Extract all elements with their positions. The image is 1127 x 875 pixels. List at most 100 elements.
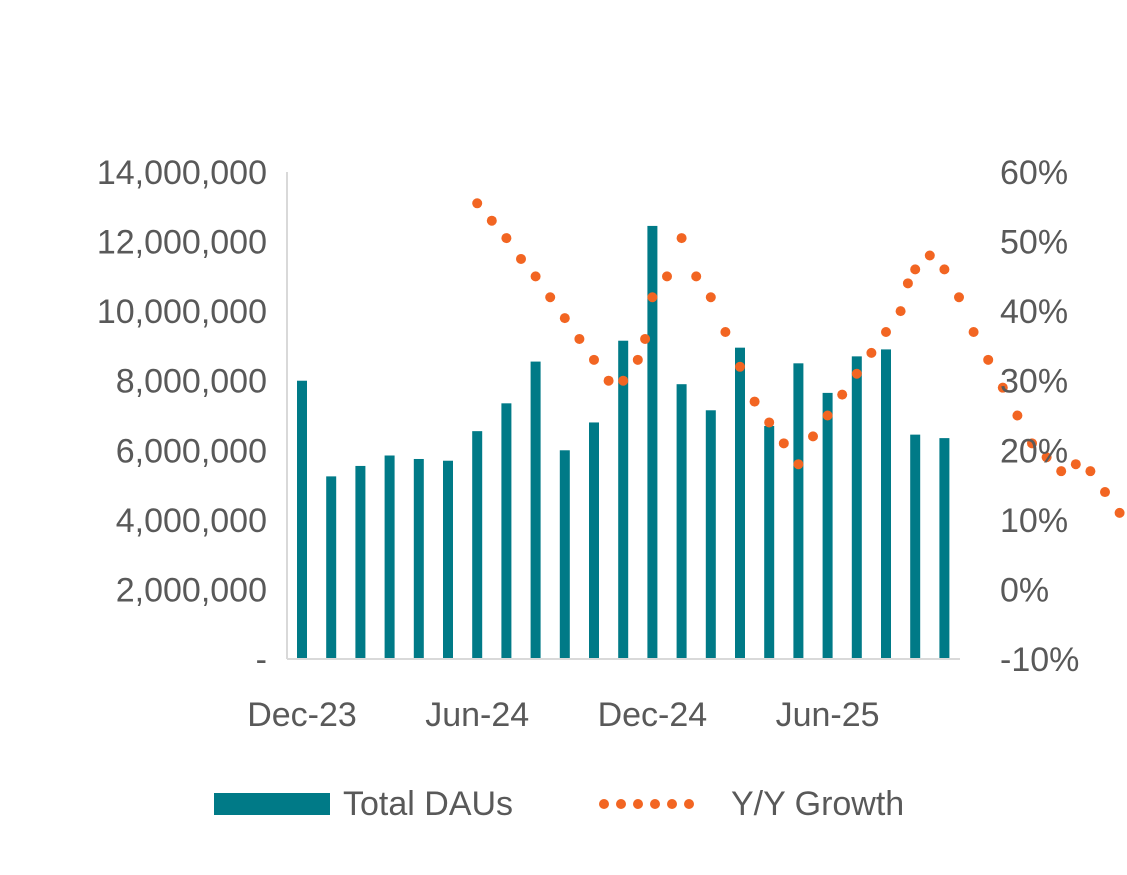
growth-point bbox=[530, 271, 541, 282]
bar-May-24 bbox=[443, 460, 453, 659]
bar-series bbox=[297, 225, 950, 660]
bar-Aug-24 bbox=[530, 361, 541, 659]
growth-point bbox=[632, 354, 643, 365]
growth-point bbox=[486, 215, 497, 226]
y-left-tick-label: 2,000,000 bbox=[116, 571, 267, 609]
growth-point bbox=[662, 271, 672, 282]
growth-series bbox=[472, 198, 1125, 518]
bar-Apr-25 bbox=[764, 425, 775, 659]
bar-Sep-25 bbox=[910, 434, 921, 659]
y-right-ticks: -10% 0% 10% 20% 30% 40% 50% 60% bbox=[1000, 154, 1079, 679]
y-left-tick-label: 12,000,000 bbox=[97, 224, 267, 262]
bar-Nov-24 bbox=[618, 340, 629, 659]
growth-point bbox=[1012, 410, 1023, 421]
bar-Aug-25 bbox=[881, 349, 891, 659]
bar-Feb-25 bbox=[705, 410, 716, 659]
bar-Dec-23 bbox=[297, 380, 307, 659]
growth-point bbox=[968, 327, 979, 338]
x-tick-label: Dec-23 bbox=[247, 696, 357, 734]
growth-point bbox=[676, 233, 687, 244]
bar-Oct-24 bbox=[589, 422, 599, 659]
legend-label-total-daus: Total DAUs bbox=[343, 785, 513, 823]
y-right-tick-label: -10% bbox=[1000, 641, 1079, 679]
growth-point bbox=[705, 292, 716, 303]
growth-point bbox=[866, 347, 877, 358]
bar-Jul-24 bbox=[501, 403, 512, 659]
bar-Feb-24 bbox=[355, 465, 366, 659]
growth-point bbox=[997, 382, 1008, 393]
x-ticks: Dec-23 Jun-24 Dec-24 Jun-25 bbox=[247, 696, 879, 734]
growth-point bbox=[1041, 452, 1052, 463]
growth-point bbox=[618, 375, 629, 386]
y-left-tick-label: 10,000,000 bbox=[97, 293, 267, 331]
bar-Oct-25 bbox=[939, 438, 950, 659]
growth-point bbox=[691, 271, 702, 282]
growth-point bbox=[472, 198, 483, 209]
growth-point bbox=[1070, 459, 1081, 470]
growth-point bbox=[983, 354, 994, 365]
growth-point bbox=[574, 333, 585, 344]
growth-point bbox=[902, 278, 913, 289]
growth-point bbox=[501, 233, 512, 244]
bar-Dec-24 bbox=[647, 225, 658, 660]
growth-point bbox=[954, 292, 964, 303]
legend-swatch-total-daus bbox=[214, 793, 330, 815]
x-tick-label: Jun-24 bbox=[425, 696, 529, 734]
legend: Total DAUs Y/Y Growth bbox=[214, 785, 904, 823]
y-left-tick-label: 8,000,000 bbox=[116, 363, 267, 401]
bar-Jan-25 bbox=[676, 384, 687, 659]
growth-point bbox=[895, 306, 906, 317]
growth-point bbox=[720, 327, 731, 338]
y-left-tick-label: 14,000,000 bbox=[97, 154, 267, 192]
bar-Mar-25 bbox=[735, 347, 745, 659]
growth-point bbox=[764, 417, 775, 428]
growth-point bbox=[793, 459, 804, 470]
growth-point bbox=[1100, 487, 1110, 498]
legend-swatch-yy-growth bbox=[599, 799, 694, 809]
growth-point bbox=[1027, 438, 1037, 449]
y-right-tick-label: 0% bbox=[1000, 571, 1049, 609]
growth-point bbox=[1114, 507, 1125, 518]
bar-Jun-25 bbox=[822, 392, 833, 659]
legend-label-yy-growth: Y/Y Growth bbox=[731, 785, 904, 823]
y-right-tick-label: 20% bbox=[1000, 432, 1068, 470]
growth-point bbox=[1056, 466, 1067, 477]
growth-point bbox=[910, 264, 921, 275]
growth-point bbox=[881, 327, 891, 338]
legend-dot bbox=[616, 799, 626, 809]
growth-point bbox=[808, 431, 818, 442]
bar-Jun-24 bbox=[472, 431, 483, 659]
y-right-tick-label: 10% bbox=[1000, 502, 1068, 540]
growth-point bbox=[939, 264, 950, 275]
growth-point bbox=[837, 389, 848, 400]
legend-dot bbox=[599, 799, 609, 809]
growth-point bbox=[924, 250, 935, 261]
growth-point bbox=[1085, 466, 1096, 477]
bar-Sep-24 bbox=[559, 450, 570, 659]
bar-Mar-24 bbox=[384, 455, 395, 659]
legend-dot bbox=[667, 799, 677, 809]
y-left-tick-label: - bbox=[256, 641, 267, 679]
legend-dot bbox=[650, 799, 660, 809]
growth-point bbox=[647, 292, 658, 303]
bar-Jul-25 bbox=[851, 356, 862, 659]
growth-point bbox=[640, 333, 651, 344]
legend-dot bbox=[633, 799, 643, 809]
growth-point bbox=[603, 375, 614, 386]
y-left-tick-label: 4,000,000 bbox=[116, 502, 267, 540]
growth-point bbox=[516, 253, 526, 264]
y-left-tick-label: 6,000,000 bbox=[116, 432, 267, 470]
y-right-tick-label: 50% bbox=[1000, 224, 1068, 262]
growth-point bbox=[735, 361, 745, 372]
y-left-ticks: - 2,000,000 4,000,000 6,000,000 8,000,000 10,… bbox=[97, 154, 267, 679]
y-right-tick-label: 30% bbox=[1000, 363, 1068, 401]
growth-point bbox=[749, 396, 760, 407]
bar-Jan-24 bbox=[326, 476, 337, 659]
growth-point bbox=[851, 368, 862, 379]
growth-point bbox=[778, 438, 789, 449]
x-tick-label: Jun-25 bbox=[776, 696, 880, 734]
x-tick-label: Dec-24 bbox=[598, 696, 708, 734]
y-right-tick-label: 40% bbox=[1000, 293, 1068, 331]
growth-point bbox=[589, 354, 599, 365]
